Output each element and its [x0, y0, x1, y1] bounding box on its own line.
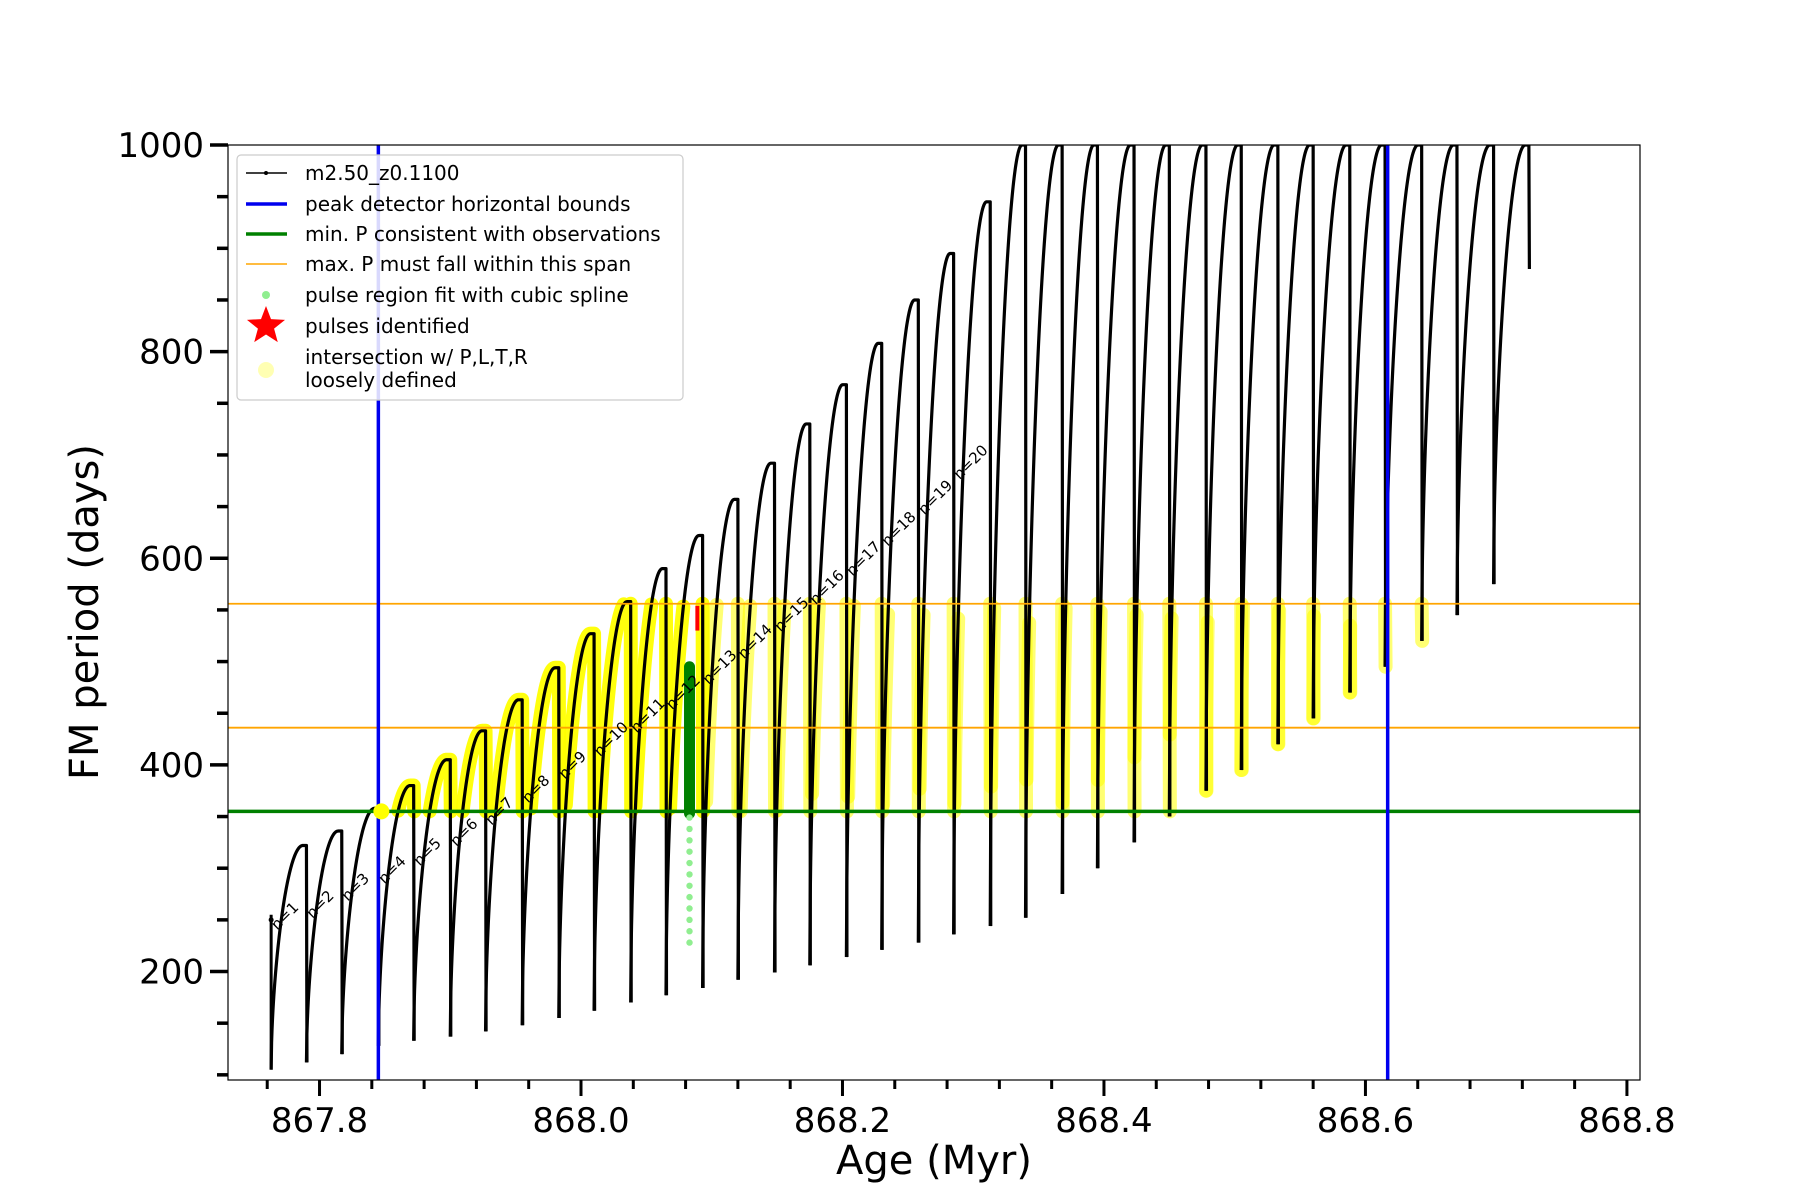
legend-label: m2.50_z0.1100 — [305, 161, 460, 185]
spline-point — [686, 859, 693, 867]
track-cycle — [952, 200, 993, 935]
track-cycle — [844, 341, 884, 958]
spline-point — [686, 814, 693, 821]
x-tick-label: 868.6 — [1317, 1101, 1414, 1141]
track-cycle — [736, 461, 777, 980]
track-cycle — [592, 600, 633, 1011]
track-cycle — [1276, 145, 1316, 745]
track-cycle — [1204, 145, 1244, 791]
track-cycle — [483, 698, 525, 1032]
legend-handle-big-dot — [258, 362, 274, 378]
x-tick-label: 868.8 — [1578, 1101, 1675, 1141]
y-tick-label: 400 — [139, 746, 204, 786]
x-tick-label: 868.2 — [794, 1101, 891, 1141]
track-cycle — [700, 497, 741, 989]
track-cycle — [1095, 145, 1137, 869]
y-tick-label: 800 — [139, 333, 204, 373]
spline-point — [686, 848, 693, 855]
track-cycle — [916, 251, 956, 943]
track-cycle — [808, 383, 849, 966]
track-cycle — [1023, 145, 1065, 918]
legend-label: loosely defined — [305, 368, 457, 392]
track-cycle — [304, 829, 344, 1063]
intersection-point — [373, 803, 390, 820]
spline-point — [686, 837, 693, 844]
track-cycle — [1420, 145, 1460, 641]
spline-point — [686, 905, 693, 912]
y-tick-label: 600 — [139, 539, 204, 579]
legend-label: intersection w/ P,L,T,R — [305, 345, 528, 369]
track-cycle — [1311, 145, 1352, 719]
track-cycle — [1383, 145, 1424, 667]
legend-handle-star — [246, 306, 286, 343]
track-cycle — [988, 145, 1028, 927]
track-cycle — [1239, 145, 1280, 771]
track-cycle — [1060, 145, 1100, 895]
legend-handle-marker — [264, 171, 268, 175]
legend-label: peak detector horizontal bounds — [305, 192, 631, 216]
x-tick-label: 868.0 — [532, 1101, 629, 1141]
spline-point — [686, 871, 693, 878]
legend-label: max. P must fall within this span — [305, 252, 631, 276]
x-tick-label: 867.8 — [271, 1101, 368, 1141]
y-tick-label: 200 — [139, 953, 204, 993]
legend-label: pulses identified — [305, 314, 470, 338]
track-cycle — [520, 666, 561, 1026]
track-cycle — [340, 806, 381, 1055]
spline-point — [686, 825, 693, 833]
horizontal-lines — [228, 602, 1640, 814]
track-cycle — [772, 422, 812, 973]
spline-layer — [684, 661, 696, 946]
track-cycle — [1132, 145, 1172, 843]
y-tick-label: 1000 — [117, 126, 204, 166]
track-cycle — [1455, 145, 1496, 616]
track-layer — [268, 145, 1531, 1070]
spline-point — [686, 882, 693, 889]
track-cycle — [448, 729, 488, 1037]
track-cycle — [412, 758, 453, 1041]
track-cycle — [376, 783, 416, 1046]
x-tick-label: 868.4 — [1055, 1101, 1152, 1141]
plot-area — [228, 145, 1640, 1080]
track-cycle — [269, 843, 309, 1070]
y-axis-label: FM period (days) — [62, 444, 108, 780]
track-cycle — [880, 298, 921, 950]
track-cycle — [1348, 145, 1388, 693]
x-axis-label: Age (Myr) — [836, 1138, 1032, 1184]
track-cycle — [664, 533, 705, 996]
spline-point — [686, 939, 693, 946]
track-cycle — [1167, 145, 1209, 817]
track-cycle — [557, 632, 597, 1019]
legend-label: pulse region fit with cubic spline — [305, 283, 629, 307]
y-axis-ticks: 200 400 600 800 1000 — [117, 126, 228, 1077]
spline-point — [686, 893, 693, 901]
spline-point — [686, 928, 693, 935]
x-axis-ticks: 867.8 868.0 868.2 868.4 868.6 868.8 — [265, 1080, 1676, 1141]
legend-label: min. P consistent with observations — [305, 222, 661, 246]
spline-point — [686, 916, 693, 924]
legend-handle-dot — [262, 291, 270, 299]
legend-box — [236, 154, 684, 401]
track-cycle — [1491, 145, 1531, 585]
plot-frame — [227, 144, 1641, 1081]
track-cycle — [629, 566, 669, 1003]
